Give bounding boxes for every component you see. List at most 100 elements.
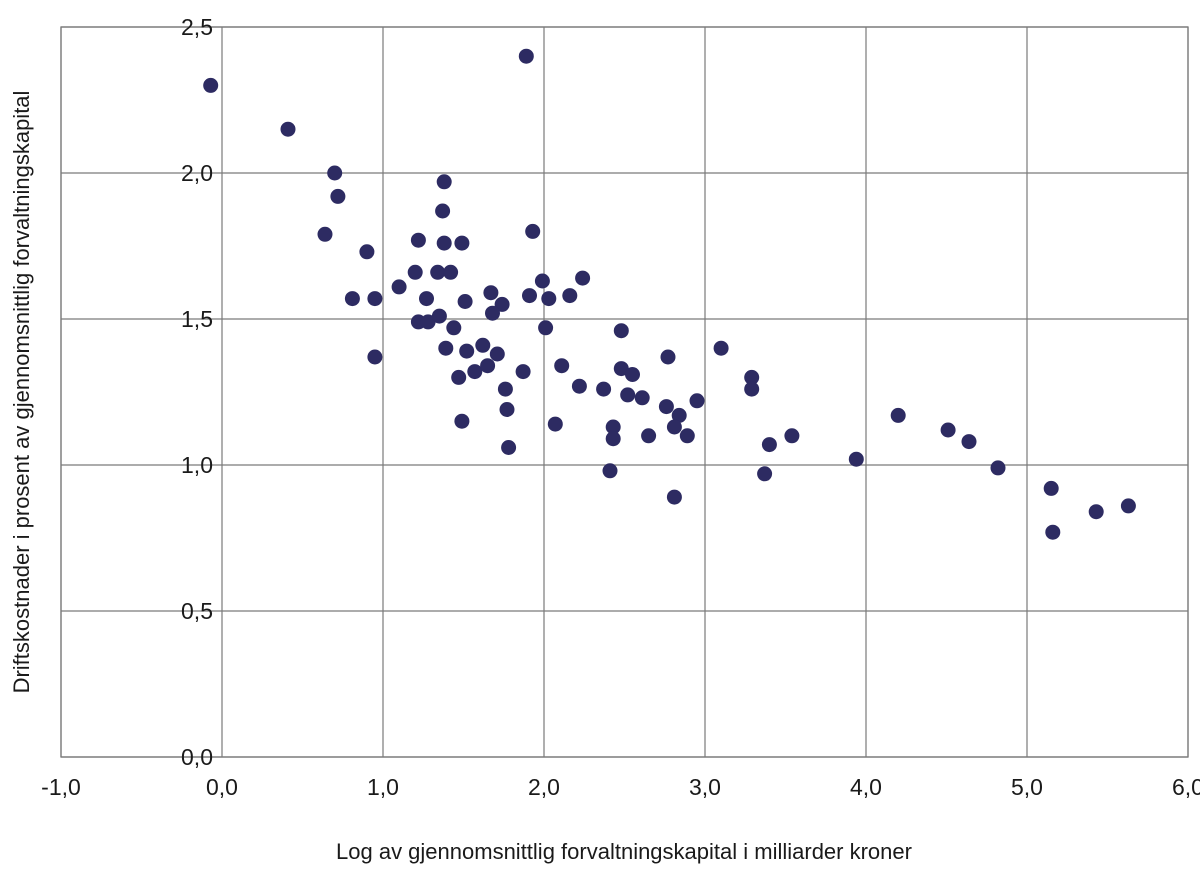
- x-tick-label: 6,0: [1172, 774, 1200, 800]
- data-point: [407, 264, 423, 280]
- data-point: [605, 419, 621, 435]
- data-point: [1045, 524, 1061, 540]
- data-point: [666, 419, 682, 435]
- data-point: [499, 402, 515, 417]
- plot-border: [60, 26, 1189, 758]
- data-point: [848, 451, 864, 467]
- data-point: [784, 428, 800, 444]
- x-tick-label: -1,0: [41, 774, 81, 800]
- x-tick-label: 1,0: [367, 774, 399, 800]
- y-tick-label: 1,5: [181, 306, 213, 332]
- data-point: [327, 165, 343, 181]
- data-point: [940, 422, 956, 438]
- data-point: [391, 279, 407, 295]
- data-point: [203, 77, 219, 93]
- data-point: [438, 340, 454, 356]
- data-point: [501, 440, 517, 455]
- data-point: [689, 393, 705, 409]
- data-point: [451, 369, 467, 385]
- data-point: [571, 378, 587, 394]
- data-point: [679, 428, 695, 444]
- data-point: [713, 340, 729, 356]
- data-point: [497, 381, 513, 397]
- data-point: [436, 174, 452, 190]
- data-point: [541, 291, 557, 307]
- data-point: [961, 434, 977, 450]
- data-points: [203, 48, 1136, 540]
- data-point: [446, 320, 462, 336]
- data-point: [602, 463, 618, 479]
- data-point: [757, 466, 773, 482]
- data-point: [330, 188, 346, 204]
- data-point: [620, 387, 636, 403]
- data-point: [515, 364, 531, 380]
- data-point: [419, 291, 434, 307]
- data-point: [518, 48, 534, 64]
- data-point: [522, 288, 537, 304]
- data-point: [538, 320, 554, 336]
- data-point: [430, 264, 446, 280]
- data-point: [443, 264, 459, 280]
- y-tick-label: 1,0: [181, 452, 213, 478]
- x-axis-tick-labels: -1,0 0,0 1,0 2,0 3,0 4,0 5,0 6,0: [41, 774, 1200, 800]
- data-point: [467, 364, 483, 380]
- y-axis-tick-labels: 0,0 0,5 1,0 1,5 2,0 2,5: [181, 14, 213, 770]
- data-point: [744, 369, 760, 385]
- data-point: [483, 285, 499, 301]
- data-point: [534, 273, 550, 289]
- data-point: [489, 346, 505, 362]
- data-point: [625, 367, 640, 382]
- data-point: [1120, 498, 1136, 514]
- data-point: [1088, 504, 1104, 520]
- data-point: [435, 203, 451, 219]
- x-tick-label: 4,0: [850, 774, 882, 800]
- data-point: [613, 361, 629, 377]
- data-point: [457, 294, 473, 309]
- x-tick-label: 2,0: [528, 774, 560, 800]
- x-tick-label: 0,0: [206, 774, 238, 800]
- data-point: [280, 121, 296, 137]
- y-axis-title: Driftskostnader i prosent av gjennomsnit…: [9, 91, 34, 694]
- data-point: [480, 358, 496, 374]
- data-point: [454, 235, 470, 251]
- x-axis-title: Log av gjennomsnittlig forvaltningskapit…: [336, 839, 912, 864]
- data-point: [634, 390, 650, 406]
- data-point: [575, 270, 591, 286]
- y-tick-label: 2,0: [181, 160, 213, 186]
- data-point: [410, 232, 426, 248]
- data-point: [554, 358, 570, 374]
- data-point: [367, 291, 383, 307]
- data-point: [431, 308, 447, 324]
- x-tick-label: 3,0: [689, 774, 721, 800]
- data-point: [890, 407, 906, 423]
- data-point: [485, 305, 500, 321]
- data-point: [666, 489, 682, 505]
- data-point: [744, 381, 760, 397]
- y-tick-label: 0,5: [181, 598, 213, 624]
- data-point: [613, 323, 629, 339]
- data-point: [761, 437, 777, 453]
- data-point: [359, 244, 375, 260]
- data-point: [494, 296, 510, 312]
- data-point: [367, 349, 383, 365]
- data-point: [658, 399, 674, 415]
- data-point: [1043, 480, 1059, 496]
- data-point: [605, 431, 621, 447]
- data-point: [454, 413, 470, 429]
- data-point: [436, 235, 452, 251]
- data-point: [475, 337, 491, 353]
- data-point: [671, 407, 687, 423]
- y-tick-label: 0,0: [181, 744, 213, 770]
- y-tick-label: 2,5: [181, 14, 213, 40]
- data-point: [562, 288, 578, 304]
- data-point: [660, 349, 676, 365]
- data-point: [525, 223, 541, 239]
- data-point: [547, 416, 563, 432]
- data-point: [459, 343, 475, 359]
- data-point: [344, 291, 360, 307]
- data-point: [317, 226, 333, 242]
- data-point: [641, 428, 657, 444]
- data-point: [420, 314, 436, 330]
